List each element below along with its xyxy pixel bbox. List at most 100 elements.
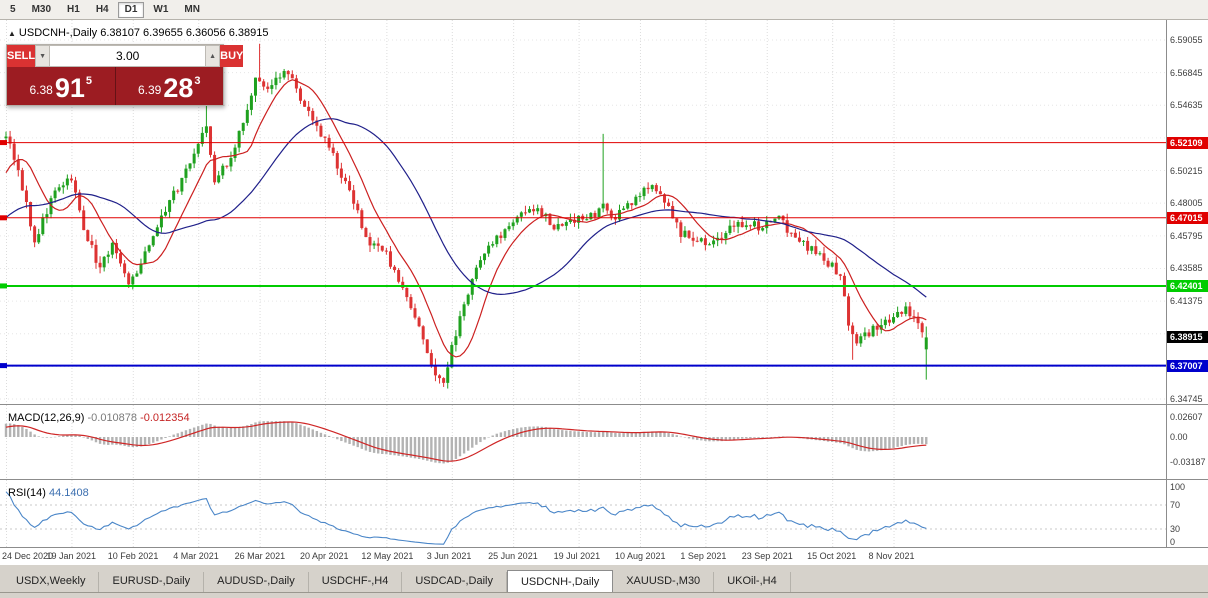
- macd-axis-label: 0.02607: [1170, 411, 1203, 422]
- volume-input[interactable]: [50, 45, 206, 67]
- chart-tabbar: USDX,Weekly EURUSD-,Daily AUDUSD-,Daily USD…: [0, 564, 1208, 592]
- rsi-axis-label: 30: [1170, 524, 1181, 534]
- sell-price-sup: 5: [85, 75, 93, 87]
- price-axis-label: 6.48005: [1170, 198, 1203, 209]
- chart-symbol-period: USDCNH-,Daily: [18, 27, 98, 39]
- macd-chart[interactable]: [0, 405, 1166, 479]
- rsi-axis-label: 70: [1170, 500, 1181, 510]
- rsi-header: RSI(14) 44.1408: [8, 487, 89, 499]
- timeframe-button-m30[interactable]: M30: [25, 2, 58, 18]
- chart-tab[interactable]: USDX,Weekly: [3, 572, 100, 592]
- timeframe-button-5[interactable]: 5: [3, 2, 23, 18]
- current-price-badge: 6.38915: [1167, 331, 1208, 344]
- date-axis-label: 19 Jan 2021: [46, 551, 96, 561]
- rsi-pane: 100 70 30 0 RSI(14) 44.1408: [0, 480, 1208, 548]
- sell-price-main: 6.38: [29, 83, 53, 97]
- one-click-toggle-icon[interactable]: ▲: [8, 29, 16, 38]
- hline-price-badge[interactable]: 6.37007: [1167, 359, 1208, 372]
- ohlc-open: 6.38107: [100, 27, 140, 39]
- timeframe-button-w1[interactable]: W1: [146, 2, 175, 18]
- date-axis-label: 19 Jul 2021: [553, 551, 601, 561]
- rsi-value: 44.1408: [48, 487, 89, 499]
- price-axis-label: 6.50215: [1170, 165, 1203, 176]
- rsi-axis: 100 70 30 0: [1166, 480, 1208, 547]
- status-bar: [0, 592, 1208, 598]
- chart-tab[interactable]: UKOil-,H4: [714, 572, 791, 592]
- timeframe-button-mn[interactable]: MN: [177, 2, 207, 18]
- date-axis-label: 4 Mar 2021: [173, 551, 219, 561]
- chart-tab[interactable]: EURUSD-,Daily: [99, 572, 205, 592]
- chevron-up-icon: ▲: [209, 52, 217, 60]
- chart-tab[interactable]: USDCAD-,Daily: [402, 572, 507, 592]
- macd-value-main: -0.010878: [87, 412, 138, 424]
- date-axis-label: 24 Dec 2020: [2, 551, 54, 561]
- date-axis-label: 10 Aug 2021: [614, 551, 666, 561]
- date-axis-label: 8 Nov 2021: [868, 551, 915, 561]
- buy-price-display[interactable]: 6.39 28 3: [116, 67, 224, 105]
- macd-signal-line: [5, 421, 927, 462]
- price-axis-label: 6.54635: [1170, 100, 1203, 111]
- macd-header: MACD(12,26,9) -0.010878 -0.012354: [8, 412, 190, 424]
- macd-axis-label: -0.03187: [1170, 456, 1206, 467]
- volume-increase-button[interactable]: ▲: [205, 45, 221, 67]
- timeframe-button-h1[interactable]: H1: [60, 2, 87, 18]
- volume-decrease-button[interactable]: ▼: [35, 45, 51, 67]
- rsi-axis-label: 0: [1170, 537, 1176, 547]
- buy-price-sup: 3: [194, 75, 201, 87]
- timeframe-toolbar: 5 M30 H1 H4 D1 W1 MN: [0, 0, 1208, 20]
- buy-button[interactable]: BUY: [220, 45, 244, 67]
- price-axis: 6.59055 6.56845 6.54635 6.50215 6.48005 6.457…: [1166, 20, 1208, 404]
- macd-histogram: [4, 421, 928, 464]
- date-axis: 24 Dec 2020 19 Jan 2021 10 Feb 2021 4 Mar 2…: [0, 548, 1208, 564]
- buy-price-big: 28: [163, 73, 194, 103]
- macd-pane: 0.02607 0.00 -0.03187 MACD(12,26,9) -0.010…: [0, 405, 1208, 480]
- chart-title: ▲ USDCNH-,Daily 6.38107 6.39655 6.36056 6…: [8, 27, 268, 39]
- macd-value-signal: -0.012354: [140, 412, 190, 424]
- hline-left-marker: [0, 363, 7, 369]
- price-axis-label: 6.56845: [1170, 67, 1203, 78]
- hline-price-badge[interactable]: 6.42401: [1167, 279, 1208, 292]
- date-axis-label: 10 Feb 2021: [107, 551, 159, 561]
- macd-axis-label: 0.00: [1170, 432, 1188, 442]
- sell-price-display[interactable]: 6.38 91 5: [7, 67, 115, 105]
- rsi-axis-label: 100: [1170, 482, 1186, 492]
- hline-left-marker: [0, 283, 7, 289]
- hline-left-marker: [0, 140, 7, 146]
- date-axis-label: 20 Apr 2021: [300, 551, 349, 561]
- hline-price-badge[interactable]: 6.47015: [1167, 211, 1208, 224]
- timeframe-button-h4[interactable]: H4: [89, 2, 116, 18]
- ma-10-line: [5, 79, 927, 358]
- price-divider: [114, 67, 116, 105]
- date-axis-label: 3 Jun 2021: [426, 551, 472, 561]
- chart-tab[interactable]: USDCNH-,Daily: [506, 570, 614, 592]
- price-axis-label: 6.59055: [1170, 35, 1203, 45]
- timeframe-button-d1[interactable]: D1: [117, 1, 145, 18]
- hline-price-badge[interactable]: 6.52109: [1167, 136, 1208, 149]
- ohlc-close: 6.38915: [228, 27, 269, 39]
- chart-tab[interactable]: USDCHF-,H4: [309, 572, 403, 592]
- ohlc-high: 6.39655: [143, 27, 183, 39]
- price-pane: 6.59055 6.56845 6.54635 6.50215 6.48005 6.457…: [0, 20, 1208, 405]
- date-axis-label: 15 Oct 2021: [807, 551, 857, 561]
- chart-tab[interactable]: XAUUSD-,M30: [613, 572, 715, 592]
- hline-left-marker: [0, 215, 7, 221]
- sell-price-big: 91: [54, 73, 85, 103]
- date-axis-label: 1 Sep 2021: [680, 551, 727, 561]
- date-axis-label: 26 Mar 2021: [234, 551, 286, 561]
- price-axis-label: 6.34745: [1170, 394, 1203, 404]
- chart-tab[interactable]: AUDUSD-,Daily: [204, 572, 309, 592]
- chevron-down-icon: ▼: [39, 52, 47, 60]
- rsi-line: [5, 491, 927, 545]
- rsi-chart[interactable]: [0, 480, 1166, 547]
- macd-axis: 0.02607 0.00 -0.03187: [1166, 405, 1208, 479]
- volume-stepper: ▼ ▲: [35, 45, 221, 67]
- price-axis-label: 6.41375: [1170, 296, 1203, 307]
- price-axis-label: 6.45795: [1170, 230, 1203, 241]
- date-axis-label: 23 Sep 2021: [741, 551, 793, 561]
- ohlc-low: 6.36056: [185, 27, 226, 39]
- date-axis-label: 12 May 2021: [361, 551, 414, 561]
- price-axis-label: 6.43585: [1170, 263, 1203, 274]
- date-axis-label: 25 Jun 2021: [488, 551, 538, 561]
- sell-button[interactable]: SELL: [7, 45, 36, 67]
